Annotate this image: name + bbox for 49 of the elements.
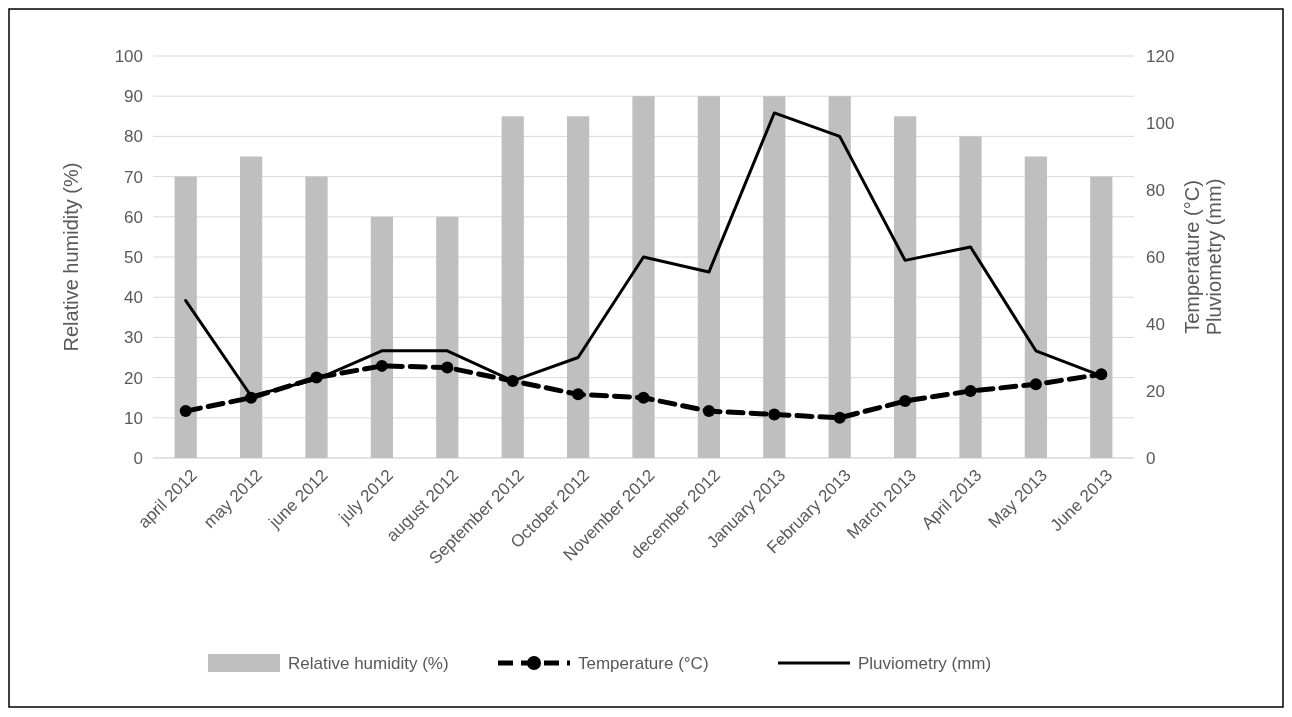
y2-axis-title: Temperature (°C) Pluviometry (mm) <box>1181 178 1225 336</box>
y-tick-label: 40 <box>124 288 143 308</box>
y2-tick-label: 80 <box>1146 180 1165 200</box>
bar <box>174 176 197 458</box>
point <box>964 385 977 397</box>
y2-tick-label: 100 <box>1146 113 1175 133</box>
bar <box>436 216 459 458</box>
point <box>702 405 715 418</box>
point <box>1029 378 1042 391</box>
y-tick-label: 0 <box>133 448 143 468</box>
y-tick-label: 50 <box>124 247 143 267</box>
legend-label: Temperature (°C) <box>578 653 709 673</box>
bar <box>1024 156 1048 458</box>
y2-tick-label: 60 <box>1146 247 1165 267</box>
bar <box>763 96 786 458</box>
bar <box>697 96 721 458</box>
point <box>375 359 388 372</box>
bar <box>239 156 263 458</box>
y-tick-label: 30 <box>124 328 143 348</box>
bar <box>566 116 590 458</box>
point <box>637 391 650 404</box>
legend-label: Relative humidity (%) <box>288 653 449 673</box>
bar <box>370 216 394 458</box>
y2-tick-label: 20 <box>1146 381 1165 401</box>
bar <box>1090 176 1113 458</box>
y-tick-label: 100 <box>114 46 143 66</box>
y2-tick-label: 40 <box>1146 314 1165 334</box>
bar <box>305 176 328 458</box>
point <box>833 411 846 424</box>
bar <box>501 116 524 458</box>
point <box>179 405 192 418</box>
point <box>768 408 781 421</box>
bar <box>893 116 917 458</box>
bar <box>632 96 655 458</box>
bar <box>959 136 982 458</box>
point <box>572 388 585 401</box>
y-tick-label: 70 <box>124 167 143 187</box>
y-tick-label: 60 <box>124 207 143 227</box>
y-axis-title: Relative humidity (%) <box>60 162 82 352</box>
y-tick-label: 90 <box>124 87 143 107</box>
y-tick-label: 20 <box>124 368 143 388</box>
y2-tick-label: 0 <box>1146 448 1156 468</box>
bar <box>828 96 851 458</box>
legend-label: Pluviometry (mm) <box>858 653 992 673</box>
y-tick-label: 10 <box>124 408 143 428</box>
y-tick-label: 80 <box>124 127 143 147</box>
point <box>899 395 912 408</box>
point <box>441 361 454 374</box>
y2-tick-label: 120 <box>1146 46 1175 66</box>
